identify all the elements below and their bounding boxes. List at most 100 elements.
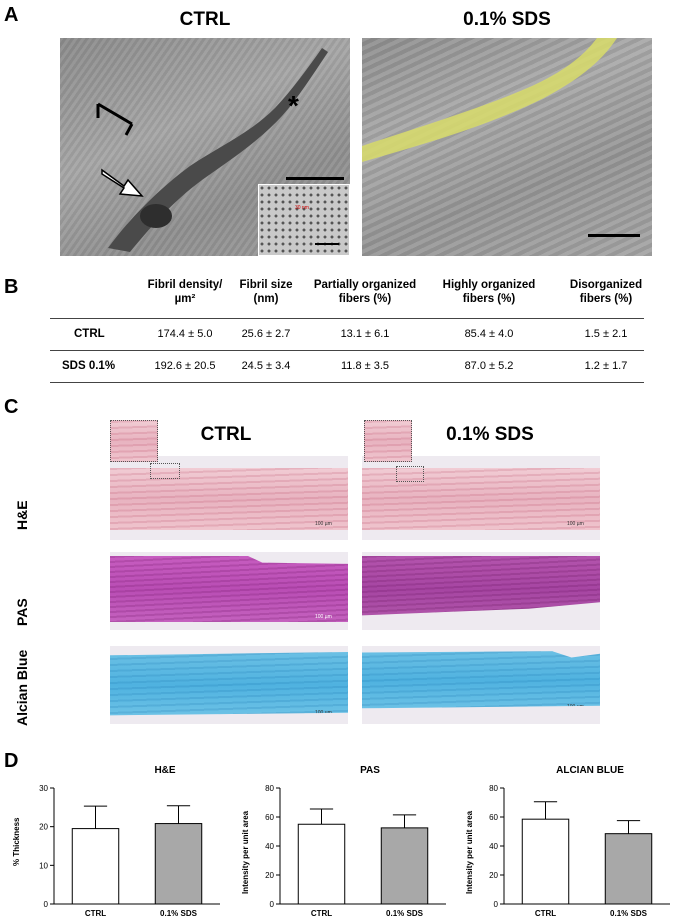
header-partially-organized-line2: fibers (%) — [338, 293, 392, 305]
header-disorganized: Disorganized fibers (%) — [556, 278, 656, 306]
row-label-sds: SDS 0.1% — [62, 360, 116, 372]
panel-d-letter: D — [4, 750, 19, 772]
pas-ctrl-image: 100 µm — [110, 556, 348, 622]
he-sds-inset — [364, 420, 412, 462]
scale-bar-inset — [315, 243, 339, 245]
chart-he-title: H&E — [154, 765, 176, 776]
chart-alcian-title: ALCIAN BLUE — [556, 765, 624, 776]
bar-0 — [297, 823, 346, 905]
asterisk-marker: * — [288, 90, 299, 121]
bar-1 — [604, 833, 653, 905]
header-fibril-size: Fibril size (nm) — [236, 278, 296, 306]
bracket-marker — [96, 102, 134, 136]
bar-0 — [71, 828, 120, 905]
header-fibril-size-line2: (nm) — [253, 293, 279, 305]
header-disorganized-line2: fibers (%) — [579, 293, 633, 305]
cell-sds-partial: 11.8 ± 3.5 — [340, 360, 390, 372]
table-rule-top — [50, 318, 644, 319]
cell-sds-size: 24.5 ± 3.4 — [241, 360, 291, 372]
he-ctrl-inset-marker — [150, 463, 180, 479]
keratocyte-cell — [108, 48, 328, 252]
ab-sds-image: 100 µm — [362, 651, 600, 709]
header-highly-organized: Highly organized fibers (%) — [430, 278, 548, 306]
tem-ctrl-overlay — [96, 48, 328, 252]
chart-he: 0 10 20 30 CTRL 0.1% SDS — [39, 784, 220, 918]
cell-ctrl-high: 85.4 ± 4.0 — [464, 328, 514, 340]
header-partially-organized-line1: Partially organized — [313, 279, 417, 291]
y-tick-label: 20 — [265, 871, 274, 880]
open-arrow-icon — [101, 168, 144, 197]
y-tick-label: 10 — [39, 861, 48, 870]
y-tick-label: 40 — [265, 842, 274, 851]
highlighted-keratocyte — [362, 38, 617, 162]
cell-sds-disorg: 1.2 ± 1.7 — [584, 360, 628, 372]
y-tick-label: 0 — [44, 900, 49, 909]
y-tick-label: 30 — [39, 784, 48, 793]
chart-alcian-blue: 0 20 40 60 80 CTRL 0.1% SDS — [489, 784, 670, 918]
fibril-inset: 30 nm — [258, 184, 350, 256]
cell-sds-high: 87.0 ± 5.2 — [464, 360, 514, 372]
cell-ctrl-density: 174.4 ± 5.0 — [157, 328, 213, 340]
x-category-label: 0.1% SDS — [610, 909, 648, 918]
header-fibril-density-line1: Fibril density/ — [147, 279, 223, 291]
chart-pas-title: PAS — [360, 765, 380, 776]
scale-bar-ctrl — [286, 177, 344, 180]
he-sds-image: 100 µm — [362, 468, 600, 530]
pas-sds-image: 100 µm — [362, 556, 600, 616]
x-category-label: 0.1% SDS — [160, 909, 198, 918]
keratocyte-nucleus — [140, 204, 172, 228]
header-fibril-density-line2: µm² — [174, 293, 196, 305]
y-tick-label: 60 — [265, 813, 274, 822]
panel-c-ctrl-title: CTRL — [200, 424, 252, 445]
tem-image-sds — [362, 38, 652, 256]
bar-1 — [154, 823, 203, 905]
he-ctrl-scale: 100 µm — [315, 521, 332, 527]
cell-ctrl-size: 25.6 ± 2.7 — [241, 328, 291, 340]
he-ctrl-inset — [110, 420, 158, 462]
tem-sds-overlay — [362, 38, 617, 162]
stain-label-pas: PAS — [14, 598, 30, 626]
pas-ctrl-scale: 100 µm — [315, 614, 332, 620]
stain-label-alcian-blue: Alcian Blue — [14, 649, 30, 726]
y-tick-label: 20 — [39, 823, 48, 832]
table-rule-bottom — [50, 382, 644, 383]
header-disorganized-line1: Disorganized — [569, 279, 643, 291]
header-highly-organized-line1: Highly organized — [442, 279, 536, 291]
y-tick-label: 20 — [489, 871, 498, 880]
inset-size-label: 30 nm — [295, 205, 309, 211]
x-category-label: CTRL — [535, 909, 556, 918]
panel-a-ctrl-title: CTRL — [179, 9, 231, 30]
he-ctrl-image: 100 µm — [110, 468, 348, 530]
cell-ctrl-partial: 13.1 ± 6.1 — [340, 328, 390, 340]
y-tick-label: 40 — [489, 842, 498, 851]
table-rule-middle — [50, 350, 644, 351]
header-highly-organized-line2: fibers (%) — [462, 293, 516, 305]
row-label-ctrl: CTRL — [74, 328, 105, 340]
panel-c-sds-title: 0.1% SDS — [446, 424, 534, 445]
panel-b-letter: B — [4, 276, 19, 298]
header-fibril-size-line1: Fibril size — [239, 279, 293, 291]
x-category-label: CTRL — [311, 909, 332, 918]
panel-a-sds-title: 0.1% SDS — [463, 9, 551, 30]
panel-a-letter: A — [4, 4, 19, 26]
x-category-label: CTRL — [85, 909, 106, 918]
ab-ctrl-image: 100 µm — [110, 652, 348, 716]
bar-1 — [380, 827, 429, 905]
bar-0 — [521, 818, 570, 905]
ab-ctrl-scale: 100 µm — [315, 710, 332, 715]
stain-label-he: H&E — [14, 500, 30, 530]
cell-sds-density: 192.6 ± 20.5 — [154, 360, 216, 372]
scale-bar-sds — [588, 234, 640, 237]
y-tick-label: 60 — [489, 813, 498, 822]
tem-image-ctrl: * 30 nm — [60, 38, 350, 256]
he-sds-inset-marker — [396, 466, 424, 482]
x-category-label: 0.1% SDS — [386, 909, 424, 918]
he-sds-scale: 100 µm — [567, 521, 584, 527]
chart-pas: 0 20 40 60 80 CTRL 0.1% SDS — [265, 784, 446, 918]
y-tick-label: 80 — [265, 784, 274, 793]
cell-ctrl-disorg: 1.5 ± 2.1 — [584, 328, 628, 340]
panel-c-letter: C — [4, 396, 19, 418]
y-tick-label: 80 — [489, 784, 498, 793]
y-tick-label: 0 — [270, 900, 275, 909]
y-tick-label: 0 — [494, 900, 499, 909]
